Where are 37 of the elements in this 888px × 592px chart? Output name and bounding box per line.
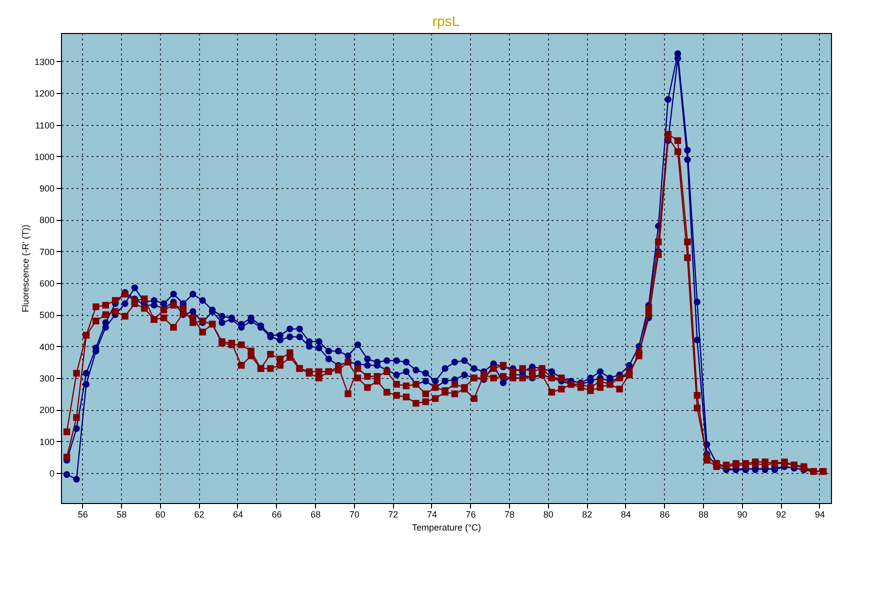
x-tick-label: 82 [582, 510, 592, 520]
x-axis-title: Temperature (°C) [412, 522, 482, 532]
y-tick-label: 1200 [34, 88, 54, 99]
x-tick-label: 56 [78, 510, 88, 520]
y-tick-label: 1100 [35, 120, 54, 130]
y-axis-title: Fluorescence (-R' (T)) [20, 224, 30, 312]
chart-title: rpsL [432, 13, 460, 29]
x-tick-label: 78 [504, 510, 515, 520]
y-tick-label: 900 [39, 184, 54, 194]
y-tick-label: 700 [39, 246, 54, 257]
y-tick-label: 200 [39, 405, 54, 416]
x-tick-label: 92 [776, 510, 786, 520]
x-tick-label: 80 [543, 510, 554, 520]
x-tick-label: 94 [814, 510, 825, 520]
x-tick-label: 70 [349, 510, 360, 520]
y-tick-label: 1000 [34, 152, 54, 162]
x-tick-label: 74 [426, 510, 437, 520]
x-tick-label: 64 [232, 510, 244, 520]
x-tick-label: 60 [155, 510, 166, 520]
x-tick-label: 72 [388, 510, 398, 520]
y-tick-label: 800 [39, 215, 54, 226]
y-tick-label: 300 [39, 373, 54, 384]
x-tick-label: 88 [698, 510, 708, 520]
y-tick-label: 1300 [34, 56, 54, 67]
y-tick-label: 100 [39, 436, 54, 447]
y-tick-label: 600 [39, 278, 54, 289]
x-tick-label: 62 [194, 510, 204, 520]
x-tick-label: 58 [116, 510, 127, 520]
x-tick-label: 66 [272, 510, 282, 520]
x-tick-label: 76 [466, 510, 476, 520]
x-tick-label: 90 [737, 510, 748, 520]
y-tick-label: 500 [39, 310, 54, 320]
x-tick-label: 86 [660, 510, 670, 520]
x-tick-label: 68 [310, 510, 321, 520]
x-tick-label: 84 [620, 510, 631, 520]
y-tick-label: 0 [49, 468, 54, 478]
y-tick-label: 400 [39, 342, 54, 352]
